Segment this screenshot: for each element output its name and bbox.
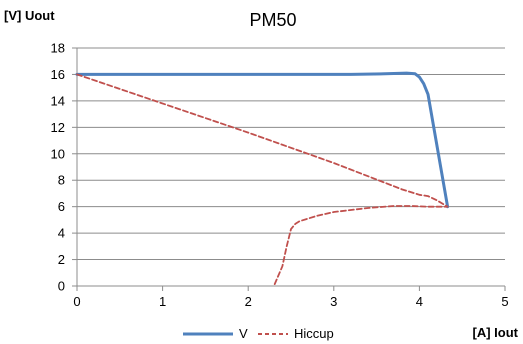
legend: V Hiccup	[183, 326, 334, 341]
x-tick-label: 2	[245, 294, 252, 309]
x-axis-title: [A] Iout	[473, 325, 519, 340]
axes	[72, 47, 506, 291]
y-tick-label: 8	[58, 173, 65, 188]
y-tick-label: 10	[51, 146, 65, 161]
y-tick-label: 14	[51, 93, 65, 108]
series-line-v	[75, 71, 450, 209]
y-tick-label: 12	[51, 120, 65, 135]
y-tick-label: 16	[51, 67, 65, 82]
chart-title: PM50	[249, 10, 296, 30]
series-lines	[75, 71, 450, 287]
y-tick-label: 0	[58, 279, 65, 294]
x-tick-label: 4	[416, 294, 423, 309]
x-tick-label: 1	[159, 294, 166, 309]
x-tick-label: 0	[73, 294, 80, 309]
legend-v-label: V	[239, 326, 248, 341]
series-line-hiccup	[76, 73, 449, 287]
x-tick-label: 3	[330, 294, 337, 309]
y-tick-label: 4	[58, 226, 65, 241]
gridlines	[77, 47, 505, 261]
y-axis-title: [V] Uout	[4, 8, 55, 23]
y-tick-label: 6	[58, 199, 65, 214]
x-tick-label: 5	[501, 294, 508, 309]
y-tick-label: 2	[58, 252, 65, 267]
legend-hiccup-label: Hiccup	[294, 326, 334, 341]
y-tick-label: 18	[51, 41, 65, 56]
